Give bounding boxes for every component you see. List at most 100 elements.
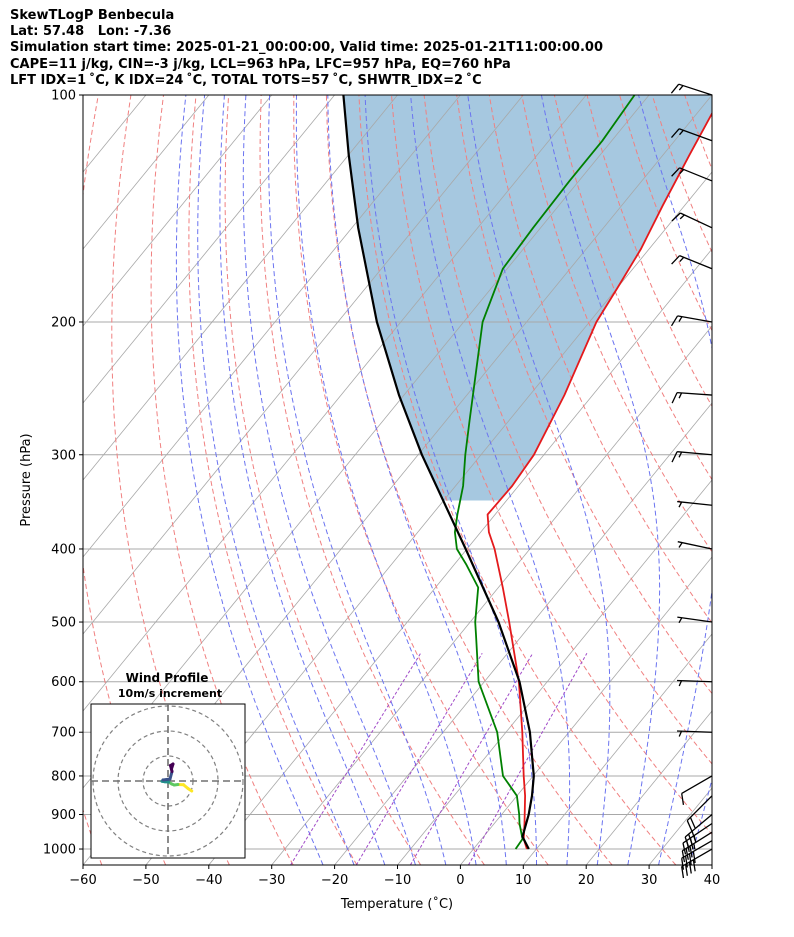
wind-barb-feather <box>685 848 689 860</box>
wind-barb <box>671 451 713 463</box>
dry-adiabat <box>150 95 294 865</box>
x-tick-label: −20 <box>321 873 348 888</box>
wind-barb <box>681 775 713 806</box>
wind-barb <box>677 616 713 624</box>
moist-adiabat <box>219 95 386 865</box>
isotherm-line <box>397 479 712 865</box>
dry-adiabat <box>651 95 712 254</box>
isotherm-line <box>83 95 273 327</box>
hodograph-subtitle: 10m/s increment <box>118 687 222 700</box>
parcel-path-line <box>342 95 535 850</box>
wind-barb-feather <box>688 853 692 866</box>
dry-adiabat <box>293 95 549 865</box>
wind-barb-feather <box>691 831 697 843</box>
mixing-ratio-line <box>290 653 422 865</box>
wind-barb-shaft <box>682 822 713 844</box>
moist-adiabat <box>268 95 447 865</box>
isotherm-line <box>83 95 461 558</box>
wind-barb-shaft <box>679 255 713 270</box>
cape-area <box>343 95 712 501</box>
wind-barb-shaft <box>684 814 713 838</box>
wind-barb-feather <box>678 501 683 508</box>
y-tick-label: 800 <box>51 769 76 784</box>
wind-barb-feather <box>693 843 696 850</box>
wind-barb-feather <box>670 128 680 138</box>
dewpoint-line <box>454 95 636 850</box>
hodograph-inset: Wind Profile 10m/s increment <box>90 671 246 859</box>
dry-adiabat <box>423 95 712 765</box>
x-tick-label: −30 <box>258 873 285 888</box>
dry-adiabat <box>391 95 712 836</box>
moist-adiabat <box>175 95 324 865</box>
x-tick-label: −10 <box>384 873 411 888</box>
wind-barb-shaft <box>676 730 713 733</box>
wind-barb-feather <box>678 542 683 548</box>
wind-barb-shaft <box>677 315 713 323</box>
moist-adiabat <box>327 95 507 865</box>
wind-barb-shaft <box>677 541 713 550</box>
mixing-ratio-lines <box>290 653 588 865</box>
dry-adiabat <box>188 95 358 865</box>
wind-barb-feather <box>678 617 683 624</box>
wind-barb-feather <box>670 83 680 94</box>
mixing-ratio-line <box>355 653 483 865</box>
isotherm-line <box>83 95 84 96</box>
simulation-times: Simulation start time: 2025-01-21_00:00:… <box>10 40 603 56</box>
wind-barb-feather <box>681 850 686 863</box>
wind-barb-feather <box>671 212 681 222</box>
dry-adiabat <box>521 95 712 553</box>
x-axis-label: Temperature (˚C) <box>340 896 453 912</box>
wind-barb <box>677 541 713 550</box>
y-tick-label: 500 <box>51 616 76 631</box>
wind-barb-feather <box>671 451 678 463</box>
wind-barb-feather <box>681 858 685 870</box>
isotherm-line <box>83 95 398 481</box>
y-tick-label: 200 <box>51 315 76 330</box>
wind-barb-shaft <box>677 391 713 396</box>
isotherm-line <box>83 95 587 712</box>
y-axis-label: Pressure (hPa) <box>19 433 34 526</box>
isotherm-line <box>334 402 712 865</box>
wind-barb-feather <box>678 392 683 399</box>
y-tick-label: 100 <box>51 89 76 104</box>
wind-barb-shaft <box>686 795 713 822</box>
wind-barb-shaft <box>681 831 713 852</box>
isotherm-line <box>208 248 712 865</box>
wind-barb-shaft <box>678 83 713 96</box>
wind-barb-feather <box>678 85 684 91</box>
x-tick-label: 30 <box>641 873 658 888</box>
isotherm-line <box>83 95 210 250</box>
x-tick-label: 0 <box>456 873 464 888</box>
wind-barb <box>681 831 713 863</box>
wind-barb <box>686 795 713 832</box>
wind-barb-feather <box>681 866 685 879</box>
wind-barb-feather <box>684 836 690 849</box>
sounding-profiles <box>342 95 712 850</box>
wind-barb <box>676 679 713 687</box>
wind-barb <box>671 391 713 404</box>
isotherm-line <box>83 95 335 404</box>
hodograph-title: Wind Profile <box>126 671 209 685</box>
moist-adiabat <box>540 95 661 865</box>
wind-barb-feather <box>688 861 692 874</box>
dry-adiabat <box>717 95 794 865</box>
x-tick-label: 20 <box>578 873 595 888</box>
wind-barb <box>671 167 713 182</box>
convective-parameters: CAPE=11 j/kg, CIN=-3 j/kg, LCL=963 hPa, … <box>10 56 511 72</box>
wind-barb-feather <box>692 851 696 864</box>
temperature-line <box>486 111 712 850</box>
dry-adiabat <box>259 95 485 865</box>
wind-barb-feather <box>678 451 683 458</box>
wind-barb-feather <box>684 864 688 876</box>
isotherm-line <box>460 556 712 865</box>
moist-adiabat <box>295 95 477 865</box>
wind-barb-feather <box>682 842 687 855</box>
isotherm-line <box>83 95 524 635</box>
wind-barb-feather <box>681 793 685 806</box>
y-tick-label: 600 <box>51 675 76 690</box>
wind-barb-feather <box>671 255 681 265</box>
y-tick-label: 700 <box>51 726 76 741</box>
wind-barb-shaft <box>676 679 713 683</box>
wind-barb-feather <box>678 680 683 687</box>
